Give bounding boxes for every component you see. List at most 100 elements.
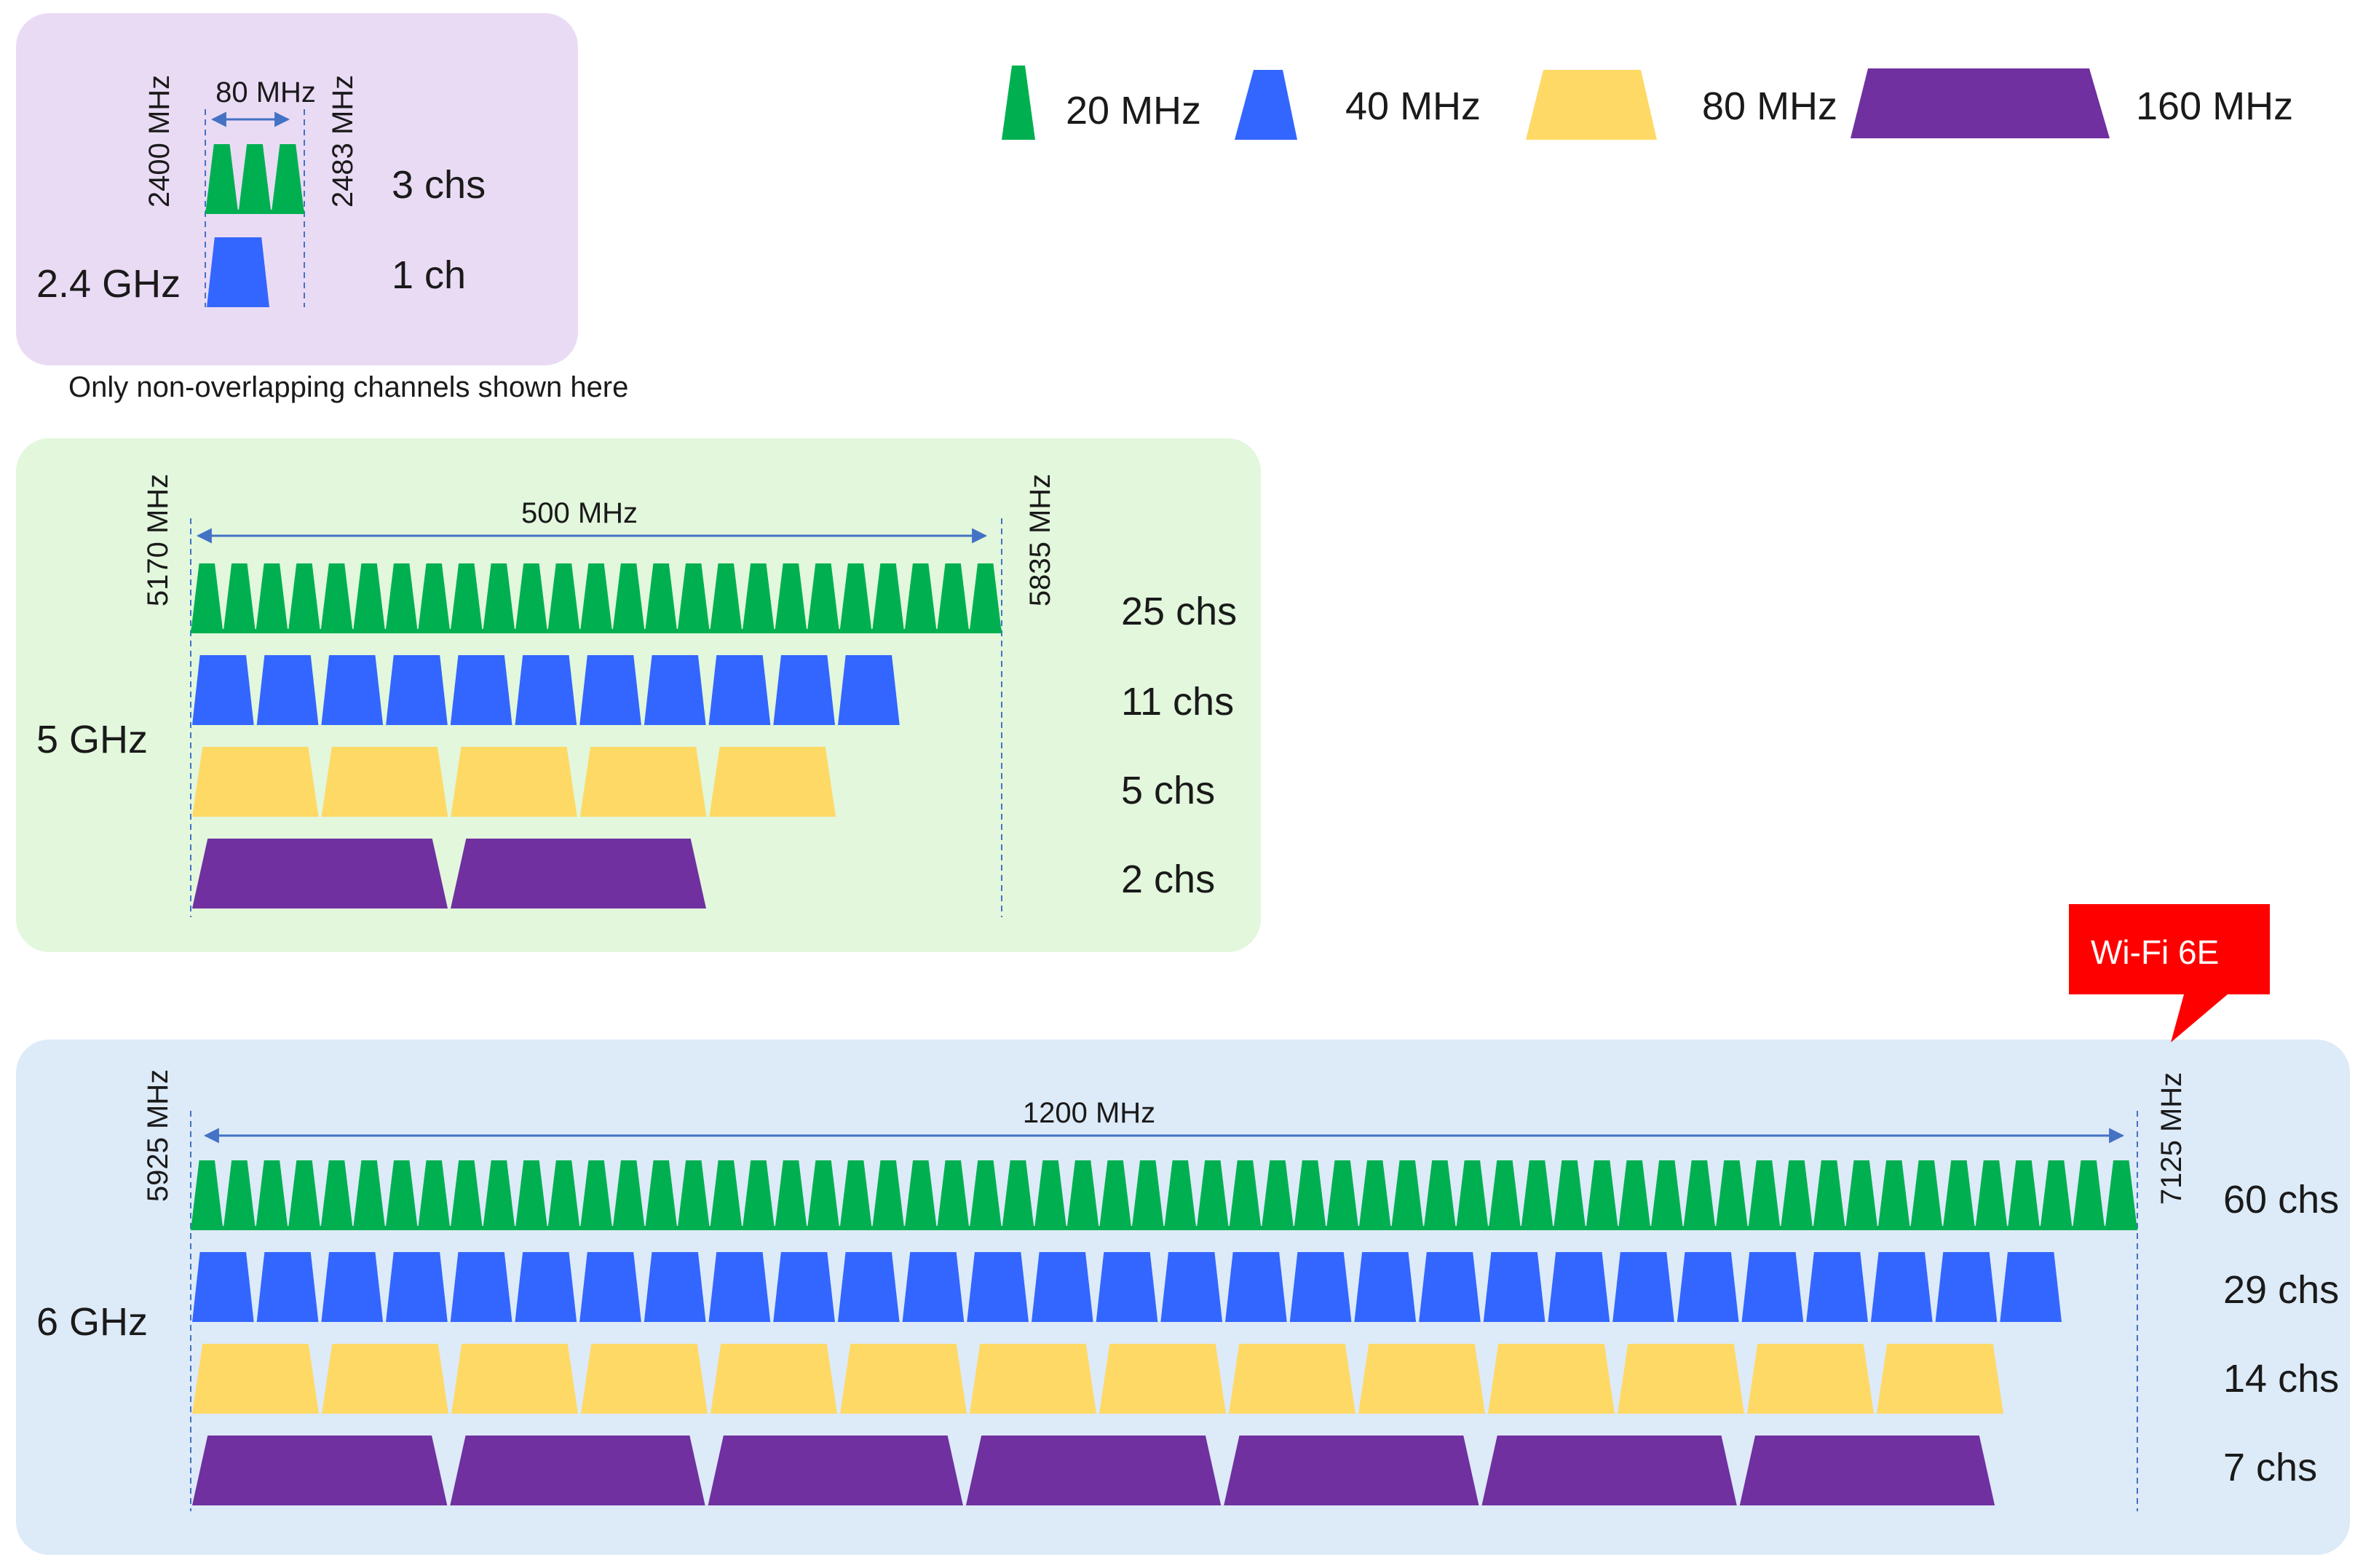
band-6-w160-channel <box>192 1436 448 1505</box>
wifi-6e-callout-shape <box>2069 904 2270 1042</box>
band-6-w20-channel <box>1521 1160 1553 1230</box>
band-6-w20-channel <box>1066 1160 1099 1230</box>
band-6-w20-channel <box>1488 1160 1521 1230</box>
band-5-row-160 <box>192 839 706 908</box>
band-6-w20-channel <box>1196 1160 1230 1230</box>
band-6-w80-channel <box>1488 1344 1615 1414</box>
band-5-w40-channel <box>386 655 448 725</box>
band-6-w20-channel <box>1715 1160 1749 1230</box>
band-6-w20-channel <box>969 1160 1002 1230</box>
band-5-end-label: 5835 MHz <box>1024 474 1056 606</box>
band-6-w40-channel <box>1160 1252 1223 1322</box>
legend-20-swatch <box>1002 66 1035 140</box>
band-6-w20-channel <box>2105 1160 2138 1230</box>
band-6-w20-channel <box>1553 1160 1586 1230</box>
band-6-panel: 1200 MHz 5925 MHz 7125 MHz 60 chs 29 chs… <box>16 1040 2350 1555</box>
band-6-w20-channel <box>1618 1160 1651 1230</box>
band-6-w160-channel <box>1739 1436 1995 1505</box>
band-5-w20-channel <box>320 563 353 633</box>
band-5-name: 5 GHz <box>36 718 148 761</box>
band-6-w80-channel <box>1877 1344 2003 1414</box>
band-5-w40-channel <box>192 655 254 725</box>
band-6-w160-channel <box>965 1436 1222 1505</box>
band-6-w80-channel <box>1358 1344 1485 1414</box>
band-6-w20-channel <box>1358 1160 1391 1230</box>
band-6-row-40-count: 29 chs <box>2223 1268 2339 1312</box>
band-6-w20-channel <box>677 1160 711 1230</box>
band-6-row-160 <box>192 1436 1995 1505</box>
band-6-w40-channel <box>1612 1252 1674 1322</box>
band-5-row-20 <box>191 563 1002 633</box>
band-6-w40-channel <box>1548 1252 1610 1322</box>
band-5-w80-channel <box>451 747 577 817</box>
band-24-row-20 <box>205 144 304 214</box>
band-5-w40-channel <box>450 655 512 725</box>
band-6-w20-channel <box>1813 1160 1845 1230</box>
band-5-w40-channel <box>321 655 384 725</box>
band-5-row-80-count: 5 chs <box>1121 769 1215 812</box>
band-6-span-label: 1200 MHz <box>1023 1097 1155 1129</box>
band-24-w20-channel <box>238 144 272 214</box>
band-6-w160-channel <box>450 1436 705 1505</box>
band-5-w20-baseline <box>191 629 1002 633</box>
band-6-w20-channel <box>288 1160 321 1230</box>
band-6-w40-channel <box>1935 1252 1998 1322</box>
band-6-w40-channel <box>773 1252 835 1322</box>
legend-160-swatch <box>1851 68 2110 138</box>
band-5-w80-channel <box>192 747 319 817</box>
band-5-w20-channel <box>547 563 580 633</box>
band-6-w20-channel <box>937 1160 970 1230</box>
band-6-w20-channel <box>1294 1160 1326 1230</box>
band-5-w40-channel <box>773 655 835 725</box>
band-6-w160-channel <box>1481 1436 1737 1505</box>
band-6-w160-channel <box>708 1436 963 1505</box>
band-6-w40-channel <box>708 1252 771 1322</box>
band-6-w20-channel <box>1877 1160 1911 1230</box>
band-6-w40-channel <box>1806 1252 1868 1322</box>
band-5-w40-channel <box>838 655 900 725</box>
band-5-row-160-count: 2 chs <box>1121 858 1215 901</box>
band-5-w20-channel <box>256 563 288 633</box>
band-24-w20-channel <box>271 144 304 214</box>
band-5-w20-channel <box>612 563 645 633</box>
band-6-w40-channel <box>1096 1252 1158 1322</box>
band-6-w40-channel <box>902 1252 965 1322</box>
band-24-w20-baseline <box>205 210 304 214</box>
band-6-w40-channel <box>515 1252 577 1322</box>
band-6-w40-channel <box>1031 1252 1093 1322</box>
band-6-row-40 <box>192 1252 2062 1322</box>
band-6-w20-channel <box>1261 1160 1294 1230</box>
legend-160-label: 160 MHz <box>2136 84 2293 128</box>
band-5-w80-channel <box>579 747 707 817</box>
band-6-w80-channel <box>1099 1344 1226 1414</box>
band-6-row-20 <box>191 1160 2138 1230</box>
band-6-w20-channel <box>1942 1160 1976 1230</box>
band-6-start-label: 5925 MHz <box>142 1069 174 1202</box>
band-5-w20-channel <box>579 563 613 633</box>
band-24-panel: 80 MHz 2400 MHz 2483 MHz 3 chs 1 ch 2.4 … <box>16 13 578 365</box>
band-6-w20-channel <box>839 1160 872 1230</box>
band-5-w20-channel <box>839 563 872 633</box>
band-6-w80-channel <box>581 1344 708 1414</box>
band-24-note: Only non-overlapping channels shown here <box>68 371 628 403</box>
band-5-w80-channel <box>321 747 448 817</box>
band-6-w20-channel <box>1975 1160 2008 1230</box>
band-5-w40-channel <box>256 655 319 725</box>
band-24-end-label: 2483 MHz <box>327 75 359 207</box>
band-6-w40-channel <box>967 1252 1029 1322</box>
band-6-w20-channel <box>1034 1160 1067 1230</box>
band-6-w40-channel <box>1289 1252 1352 1322</box>
band-6-w40-channel <box>1225 1252 1287 1322</box>
band-6-w20-baseline <box>191 1226 2138 1230</box>
band-6-w20-channel <box>1456 1160 1489 1230</box>
band-5-w80-channel <box>709 747 836 817</box>
band-6-w80-channel <box>1747 1344 1874 1414</box>
band-6-w20-channel <box>871 1160 905 1230</box>
band-6-w20-channel <box>775 1160 807 1230</box>
band-6-w40-channel <box>1677 1252 1739 1322</box>
band-24-w40-channel <box>207 237 269 307</box>
band-6-w20-channel <box>742 1160 775 1230</box>
band-6-row-20-count: 60 chs <box>2223 1178 2339 1221</box>
